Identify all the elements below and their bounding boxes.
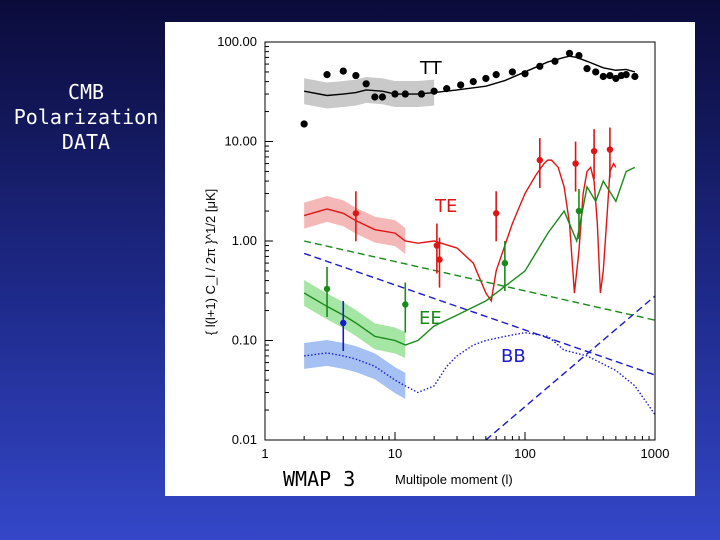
y-tick-label: 1.00 xyxy=(232,233,257,248)
point-tt xyxy=(631,72,639,81)
line-bb xyxy=(304,331,656,416)
y-tick-label: 100.00 xyxy=(217,34,257,49)
point-tt xyxy=(371,93,379,101)
point-tt xyxy=(391,90,399,98)
point-te xyxy=(590,147,598,155)
annotation-wmap: WMAP 3 xyxy=(283,467,355,491)
line-bb-lensing-dashed- xyxy=(303,252,656,376)
y-tick-label: 0.10 xyxy=(232,333,257,348)
line-ee-lensed-dashed- xyxy=(303,240,656,321)
band-tt xyxy=(304,76,435,109)
annotation-bb: BB xyxy=(501,346,526,367)
point-tt xyxy=(482,74,490,83)
point-tt xyxy=(430,87,438,95)
point-tt xyxy=(592,68,600,76)
point-tt xyxy=(362,80,370,88)
line-tt xyxy=(304,55,636,97)
point-ee xyxy=(501,259,509,267)
point-tt xyxy=(622,71,630,79)
point-tt xyxy=(469,77,477,86)
point-ee xyxy=(575,207,583,215)
point-tt xyxy=(417,90,426,98)
point-te xyxy=(436,256,443,263)
point-te xyxy=(606,146,614,153)
y-tick-label: 0.01 xyxy=(232,432,257,447)
point-te xyxy=(433,242,441,249)
line-te xyxy=(303,159,617,303)
data-points xyxy=(300,49,639,351)
y-tick-label: 10.00 xyxy=(224,134,257,149)
point-te xyxy=(352,210,360,217)
point-tt xyxy=(612,74,620,83)
point-tt xyxy=(401,90,409,98)
point-tt xyxy=(575,51,583,60)
axes: 100.00 10.00 1.00 0.10 0.01 1 10 100 1000 xyxy=(217,34,669,461)
point-tt xyxy=(521,70,529,78)
point-bb xyxy=(340,319,347,327)
point-tt xyxy=(508,68,517,76)
point-ee xyxy=(402,301,409,308)
x-tick-label: 1000 xyxy=(641,446,670,461)
point-tt xyxy=(339,67,347,75)
error-bands xyxy=(304,76,435,399)
annotation-te: TE xyxy=(434,196,457,217)
band-ee xyxy=(304,280,406,359)
band-te xyxy=(304,195,406,254)
x-tick-label: 100 xyxy=(514,446,536,461)
point-tt xyxy=(551,57,559,65)
annotation-tt: TT xyxy=(419,58,443,79)
band-bb xyxy=(304,339,406,399)
line-ee xyxy=(303,166,636,346)
point-ee xyxy=(323,285,331,293)
annotation-ee: EE xyxy=(419,308,442,329)
point-tt xyxy=(378,93,387,101)
point-te xyxy=(572,160,579,167)
x-tick-label: 10 xyxy=(388,446,402,461)
point-tt xyxy=(606,71,614,80)
point-tt xyxy=(352,71,360,80)
point-tt xyxy=(457,81,465,89)
point-te xyxy=(492,210,500,217)
point-tt xyxy=(565,49,574,57)
series-lines xyxy=(303,55,656,441)
chart-panel: 100.00 10.00 1.00 0.10 0.01 1 10 100 1000 TT TE … xyxy=(165,22,695,496)
point-tt xyxy=(492,71,500,79)
point-tt xyxy=(300,120,308,128)
point-tt xyxy=(443,85,451,93)
point-tt xyxy=(583,65,591,73)
y-axis-label: { l(l+1) C_l / 2π }^1/2 [μK] xyxy=(203,189,218,336)
point-tt xyxy=(536,62,544,70)
point-tt xyxy=(323,71,331,79)
x-tick-label: 1 xyxy=(261,446,268,461)
slide-title: CMB Polarization DATA xyxy=(13,80,159,154)
line-bb-rising-dashed- xyxy=(485,295,656,441)
point-tt xyxy=(599,72,607,81)
point-te xyxy=(536,156,544,164)
x-axis-label: Multipole moment (l) xyxy=(395,472,513,487)
